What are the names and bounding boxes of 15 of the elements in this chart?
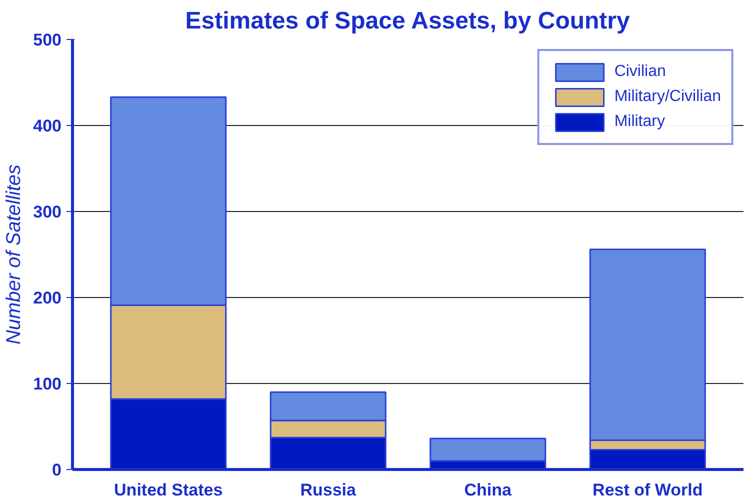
chart-title: Estimates of Space Assets, by Country <box>185 8 630 34</box>
x-tick-label: Russia <box>300 480 357 500</box>
y-tick-label: 200 <box>33 288 62 308</box>
y-tick-label: 0 <box>52 460 62 480</box>
x-tick-label: United States <box>114 480 223 500</box>
y-tick-label: 400 <box>33 116 62 136</box>
legend-label: Military <box>614 113 665 131</box>
y-tick-label: 500 <box>33 30 62 50</box>
x-tick-label: China <box>464 480 512 500</box>
legend-label: Military/Civilian <box>614 88 721 106</box>
y-tick-label: 300 <box>33 202 62 222</box>
legend-label: Civilian <box>614 63 666 81</box>
x-tick-label: Rest of World <box>592 480 703 500</box>
y-axis-title: Number of Satellites <box>3 164 26 345</box>
y-tick-label: 100 <box>33 374 62 394</box>
